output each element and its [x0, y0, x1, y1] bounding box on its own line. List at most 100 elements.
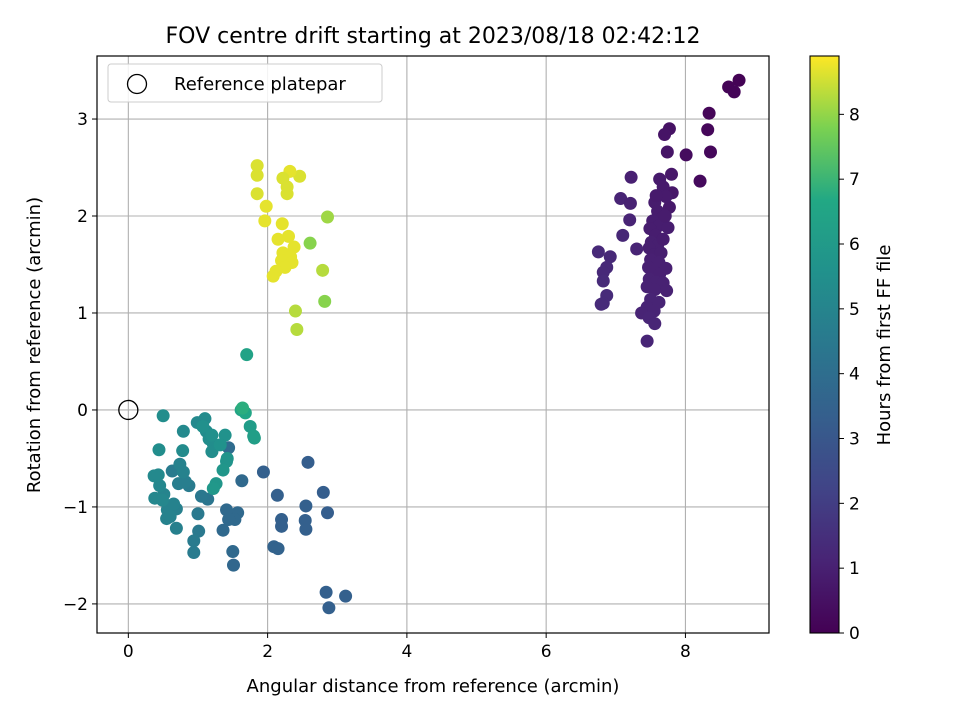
data-point	[316, 263, 330, 277]
data-point	[226, 558, 240, 572]
data-point	[301, 455, 315, 469]
data-point	[169, 521, 183, 535]
data-point	[320, 210, 334, 224]
data-point	[290, 322, 304, 336]
data-point	[176, 424, 190, 438]
data-point	[256, 465, 270, 479]
data-point	[591, 245, 605, 259]
data-point	[206, 482, 220, 496]
data-point	[693, 174, 707, 188]
colorbar-tick-label: 2	[849, 494, 860, 514]
plot-frame	[96, 55, 770, 634]
y-tick-label: 2	[77, 207, 88, 227]
x-tick-label: 8	[680, 642, 691, 662]
x-tick-label: 6	[541, 642, 552, 662]
data-point	[702, 106, 716, 120]
data-point	[259, 199, 273, 213]
data-point	[596, 274, 610, 288]
x-tick-label: 0	[123, 642, 134, 662]
axis-ticks: 0 2 4 6 8 −2 −1 0 1 2 3	[63, 110, 691, 662]
data-point	[659, 190, 673, 204]
y-tick-label: 3	[77, 110, 88, 130]
data-point	[288, 304, 302, 318]
data-point	[316, 485, 330, 499]
colorbar-tick-label: 3	[849, 430, 860, 450]
data-point	[727, 85, 741, 99]
data-point	[293, 169, 307, 183]
data-point	[236, 401, 250, 415]
x-tick-label: 2	[262, 642, 273, 662]
y-tick-label: 0	[77, 401, 88, 421]
colorbar-tick-label: 6	[849, 235, 860, 255]
data-point	[665, 167, 679, 181]
colorbar-label: Hours from first FF file	[874, 245, 895, 446]
data-point	[649, 189, 663, 203]
y-tick-label: 1	[77, 304, 88, 324]
data-point	[250, 168, 264, 182]
y-axis-label: Rotation from reference (arcmin)	[24, 197, 45, 493]
data-point	[151, 468, 165, 482]
data-points	[147, 73, 746, 615]
legend-label: Reference platepar	[174, 74, 346, 95]
data-point	[187, 546, 201, 560]
colorbar-tick-label: 5	[849, 300, 860, 320]
data-point	[250, 187, 264, 201]
data-point	[213, 438, 227, 452]
data-point	[320, 506, 334, 520]
data-point	[247, 429, 261, 443]
data-point	[319, 585, 333, 599]
data-point	[339, 589, 353, 603]
data-point	[623, 196, 637, 210]
data-point	[616, 228, 630, 242]
data-point	[235, 474, 249, 488]
data-point	[163, 510, 177, 524]
data-point	[648, 317, 662, 331]
data-point	[226, 545, 240, 559]
data-point	[222, 513, 236, 527]
data-point	[275, 217, 289, 231]
data-point	[704, 145, 718, 159]
x-tick-label: 4	[401, 642, 412, 662]
data-point	[299, 499, 313, 513]
data-point	[156, 409, 170, 423]
data-point	[594, 297, 608, 311]
colorbar-tick-label: 7	[849, 170, 860, 190]
data-point	[701, 123, 715, 137]
data-point	[216, 523, 230, 537]
data-point	[275, 519, 289, 533]
data-point	[270, 488, 284, 502]
x-axis-label: Angular distance from reference (arcmin)	[247, 676, 620, 697]
legend: Reference platepar	[107, 63, 383, 103]
data-point	[194, 489, 208, 503]
data-point	[218, 428, 232, 442]
data-point	[266, 269, 280, 283]
data-point	[167, 497, 181, 511]
colorbar-tick-label: 0	[849, 624, 860, 644]
data-point	[614, 192, 628, 206]
data-point	[658, 128, 672, 142]
chart-title: FOV centre drift starting at 2023/08/18 …	[166, 24, 701, 49]
data-point	[250, 159, 264, 173]
data-point	[648, 283, 662, 297]
data-point	[318, 294, 332, 308]
data-point	[658, 209, 672, 223]
data-point	[282, 229, 296, 243]
data-point	[660, 284, 674, 298]
data-point	[258, 214, 272, 228]
data-point	[176, 465, 190, 479]
colorbar-tick-label: 1	[849, 559, 860, 579]
data-point	[271, 232, 285, 246]
data-point	[176, 444, 190, 458]
data-point	[155, 493, 169, 507]
reference-marker	[118, 399, 139, 421]
data-point	[191, 507, 205, 521]
reference-marker-group	[118, 399, 139, 421]
legend-box	[107, 63, 383, 103]
data-point	[240, 348, 254, 362]
data-point	[322, 601, 336, 615]
data-point	[640, 334, 654, 348]
data-point	[220, 503, 234, 517]
data-point	[178, 475, 192, 489]
